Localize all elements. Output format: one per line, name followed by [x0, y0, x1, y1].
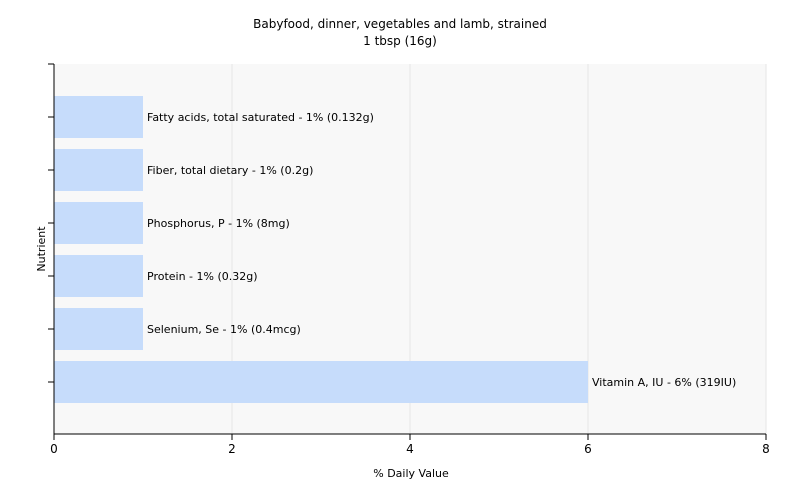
x-tick-label: 8	[762, 442, 770, 456]
bar	[54, 361, 588, 403]
x-tick-label: 4	[406, 442, 414, 456]
axes: 0 2 4 6 8	[48, 63, 770, 456]
chart-title: Babyfood, dinner, vegetables and lamb, s…	[253, 17, 547, 31]
bar	[54, 308, 143, 350]
bar-label: Fiber, total dietary - 1% (0.2g)	[147, 164, 313, 177]
y-axis-title: Nutrient	[35, 226, 48, 272]
x-tick-label: 0	[50, 442, 58, 456]
x-tick-label: 2	[228, 442, 236, 456]
bar-label: Phosphorus, P - 1% (8mg)	[147, 217, 290, 230]
bar-label: Fatty acids, total saturated - 1% (0.132…	[147, 111, 374, 124]
bar-label: Selenium, Se - 1% (0.4mcg)	[147, 323, 301, 336]
x-axis-title: % Daily Value	[373, 467, 449, 480]
bar	[54, 202, 143, 244]
bar	[54, 96, 143, 138]
x-tick-label: 6	[584, 442, 592, 456]
bar-label: Protein - 1% (0.32g)	[147, 270, 258, 283]
bar	[54, 149, 143, 191]
bar-labels: Fatty acids, total saturated - 1% (0.132…	[147, 111, 736, 389]
chart-subtitle: 1 tbsp (16g)	[363, 34, 437, 48]
bar-label: Vitamin A, IU - 6% (319IU)	[592, 376, 736, 389]
bars	[54, 96, 588, 403]
bar	[54, 255, 143, 297]
